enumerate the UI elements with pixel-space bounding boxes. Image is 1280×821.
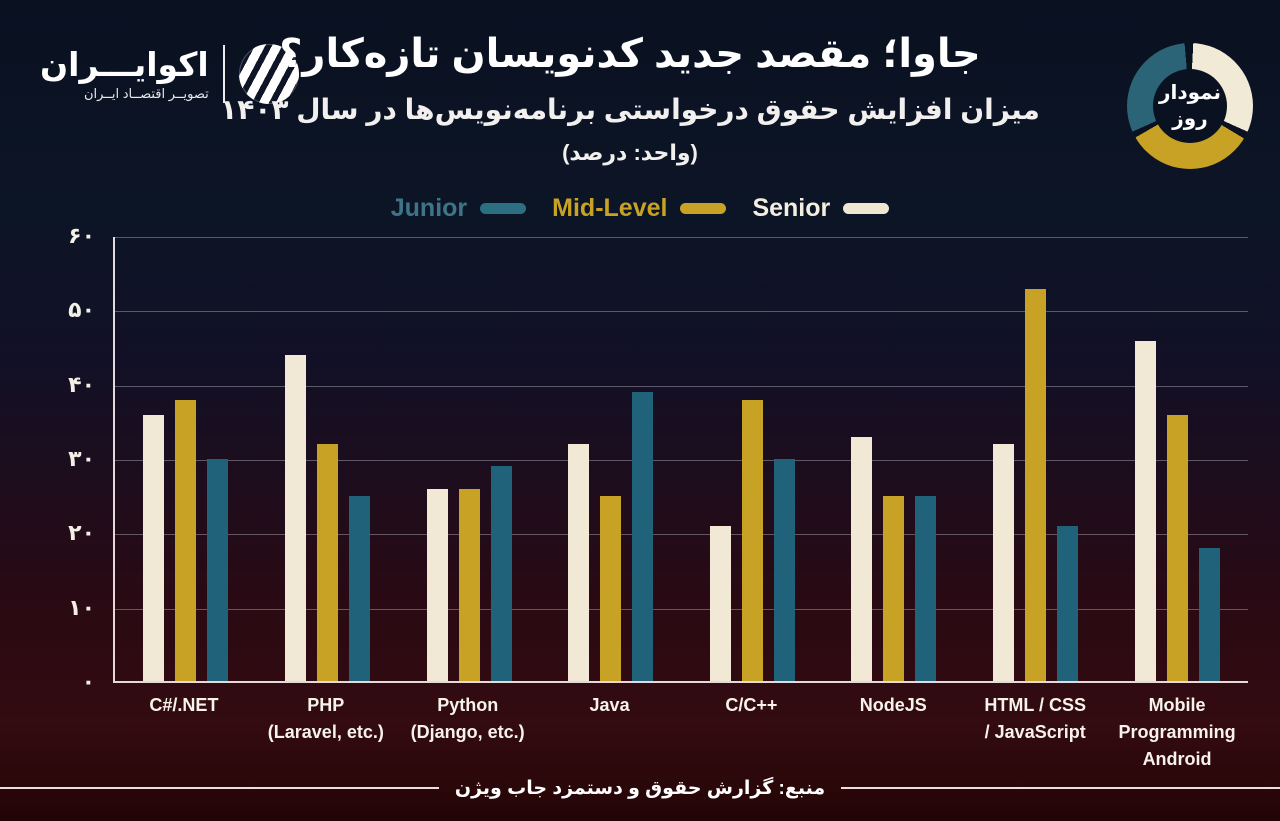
x-axis-label: PHP (Laravel, etc.): [267, 695, 384, 742]
y-tick-label: ۵۰: [68, 297, 95, 323]
badge-line-1: نمودار: [1158, 82, 1222, 104]
bar-midlevel-html-css-javascript: [1025, 288, 1047, 681]
bar-midlevel-c-net: [175, 399, 197, 681]
page-subtitle: میزان افزایش حقوق درخواستی برنامه‌نویس‌ه…: [220, 94, 1040, 125]
y-axis: ۰ ۱۰ ۲۰ ۳۰ ۴۰ ۵۰ ۶۰: [55, 223, 105, 694]
logo-tagline: تصویــر اقتصــاد ایــران: [83, 86, 209, 102]
bar-group-4: [540, 237, 682, 681]
badge-line-2: روز: [1172, 108, 1208, 130]
ecoiran-logo-mark-icon: [238, 44, 299, 104]
bar-senior-html-css-javascript: [993, 444, 1015, 681]
bar-chart-plot: [113, 237, 1248, 683]
x-axis-label: C#/.NET: [149, 695, 219, 715]
legend-label: Junior: [390, 194, 468, 222]
y-tick-label: ۱۰: [68, 594, 95, 620]
badge-text: نمودار روز: [1127, 43, 1253, 169]
bar-junior-java: [632, 392, 654, 681]
y-tick-label: ۰: [81, 669, 95, 694]
bar-midlevel-php-laravel-etc-: [316, 444, 338, 681]
gridline: [115, 385, 1248, 387]
bar-junior-html-css-javascript: [1057, 525, 1079, 681]
bar-group-2: [257, 237, 399, 681]
divider-line-left: [0, 787, 439, 789]
legend-item-senior: Senior: [752, 194, 890, 223]
legend-item-mid-level: Mid-Level: [552, 194, 727, 223]
bar-junior-php-laravel-etc-: [348, 496, 370, 681]
chart-of-day-badge: نمودار روز: [1127, 43, 1253, 169]
legend-item-junior: Junior: [390, 194, 527, 223]
bar-group-1: [115, 237, 257, 681]
bar-junior-mobile-programming-android: [1198, 547, 1220, 681]
bar-junior-c-net: [207, 459, 229, 681]
bar-senior-mobile-programming-android: [1134, 340, 1156, 681]
y-tick-label: ۳۰: [68, 446, 95, 471]
bar-senior-c-c-: [709, 525, 731, 681]
bar-midlevel-nodejs: [883, 496, 905, 681]
divider-line-right: [841, 787, 1280, 789]
bar-junior-c-c-: [773, 459, 795, 681]
x-axis-labels: C#/.NET PHP (Laravel, etc.) Python (Django…: [113, 692, 1248, 773]
bar-midlevel-mobile-programming-android: [1166, 414, 1188, 681]
x-axis-label: NodeJS: [859, 695, 927, 715]
gridline: [115, 311, 1248, 313]
page-title: جاوا؛ مقصد جدید کدنویسان تازه‌کار؟: [279, 32, 981, 76]
bar-midlevel-python-django-etc-: [458, 488, 480, 681]
x-axis-label: Mobile Programming Android: [1118, 695, 1236, 769]
bar-senior-nodejs: [851, 436, 873, 681]
legend-label: Senior: [752, 194, 831, 222]
ecoiran-logo: اکوایـــران تصویــر اقتصــاد ایــران: [40, 44, 299, 104]
legend-swatch-icon: [843, 203, 890, 214]
y-tick-label: ۲۰: [68, 520, 95, 546]
logo-text-block: اکوایـــران تصویــر اقتصــاد ایــران: [40, 46, 209, 103]
logo-name: اکوایـــران: [40, 45, 209, 83]
bar-senior-python-django-etc-: [426, 488, 448, 681]
source-footer: منبع: گزارش حقوق و دستمزد جاب ویژن: [0, 773, 1280, 803]
bar-junior-python-django-etc-: [490, 466, 512, 681]
bar-group-6: [823, 237, 965, 681]
x-axis-label: C/C++: [725, 695, 778, 715]
legend: Junior Mid-Level Senior: [0, 194, 1280, 223]
x-axis-label: HTML / CSS / JavaScript: [984, 695, 1087, 742]
y-tick-label: ۶۰: [68, 223, 95, 248]
x-axis-label: Python (Django, etc.): [410, 695, 525, 742]
bar-group-3: [398, 237, 540, 681]
gridline: [115, 534, 1248, 536]
gridline: [115, 237, 1248, 238]
bar-group-5: [682, 237, 824, 681]
bar-group-7: [965, 237, 1107, 681]
unit-label: (واحد: درصد): [562, 140, 698, 165]
bar-midlevel-c-c-: [741, 399, 763, 681]
bar-group-8: [1106, 237, 1248, 681]
bar-senior-java: [568, 444, 590, 681]
legend-swatch-icon: [680, 203, 727, 214]
gridline: [115, 460, 1248, 461]
x-axis-label: Java: [589, 695, 630, 715]
bar-junior-nodejs: [915, 496, 937, 681]
bar-midlevel-java: [600, 496, 622, 681]
bar-groups: [115, 237, 1248, 681]
bar-senior-c-net: [143, 414, 165, 681]
y-tick-label: ۴۰: [68, 371, 95, 397]
bar-senior-php-laravel-etc-: [284, 355, 306, 681]
donut-icon: [1127, 43, 1253, 169]
gridline: [115, 608, 1248, 610]
logo-divider: [222, 45, 225, 103]
legend-swatch-icon: [480, 203, 527, 214]
title-block: جاوا؛ مقصد جدید کدنویسان تازه‌کار؟ میزان…: [200, 30, 1060, 166]
source-text: منبع: گزارش حقوق و دستمزد جاب ویژن: [454, 777, 826, 799]
legend-label: Mid-Level: [552, 194, 668, 222]
